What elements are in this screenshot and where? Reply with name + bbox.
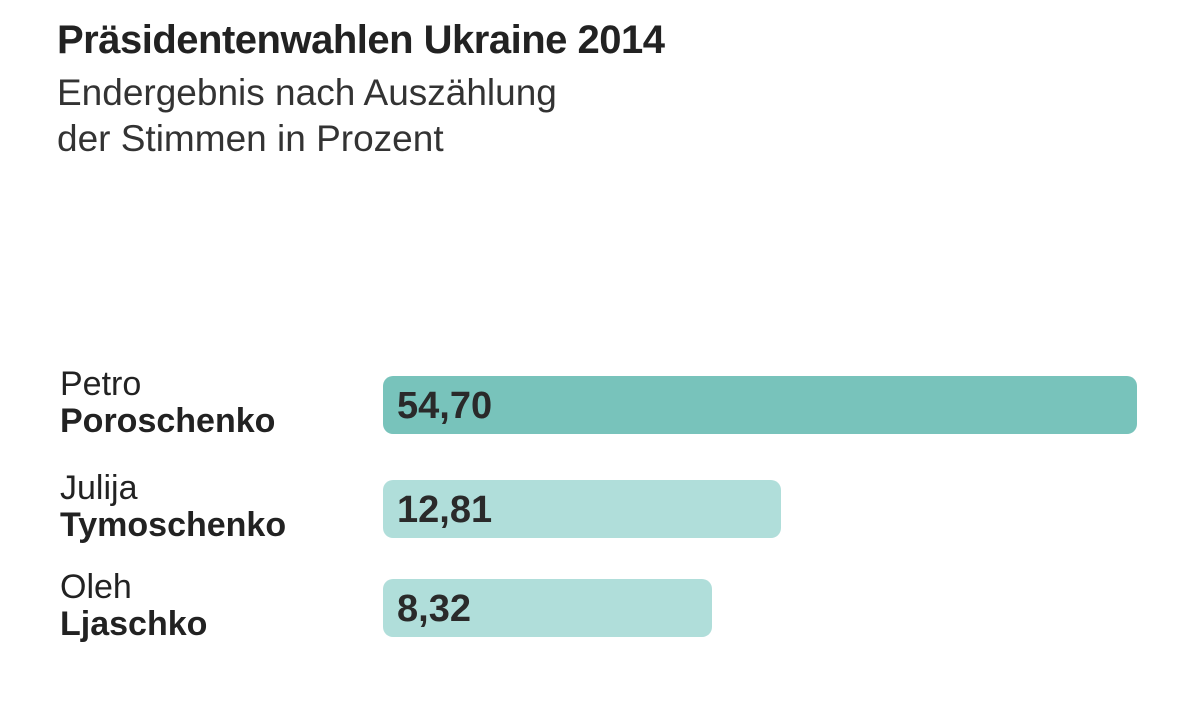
first-name: Petro — [60, 365, 142, 403]
bar: 54,70 — [383, 376, 1137, 434]
first-name: Julija — [60, 469, 138, 507]
category-label: Oleh Ljaschko — [60, 569, 207, 643]
first-name: Oleh — [60, 568, 132, 606]
category-label: Petro Poroschenko — [60, 366, 275, 440]
bar: 12,81 — [383, 480, 782, 538]
last-name: Ljaschko — [60, 605, 208, 643]
chart-subtitle-line-2: der Stimmen in Prozent — [57, 118, 444, 159]
last-name: Poroschenko — [60, 402, 276, 440]
category-label: Julija Tymoschenko — [60, 470, 286, 544]
chart-subtitle-line-1: Endergebnis nach Auszählung — [57, 72, 557, 113]
bar-row: Julija Tymoschenko 12,81 — [0, 470, 1200, 552]
bar: 8,32 — [383, 579, 713, 637]
chart-title: Präsidentenwahlen Ukraine 2014 — [57, 18, 665, 62]
bar-row: Oleh Ljaschko 8,32 — [0, 569, 1200, 651]
last-name: Tymoschenko — [60, 506, 287, 544]
bar-row: Petro Poroschenko 54,70 — [0, 366, 1200, 448]
data-label: 54,70 — [397, 385, 493, 427]
data-label: 8,32 — [397, 588, 471, 630]
data-label: 12,81 — [397, 489, 493, 531]
